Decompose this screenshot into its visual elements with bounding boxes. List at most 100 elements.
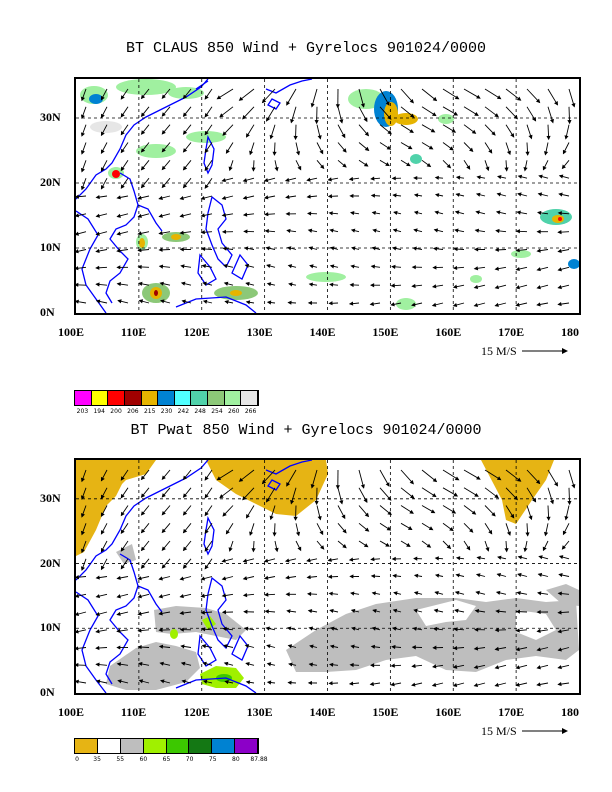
wind-vector-head: [202, 281, 207, 286]
x-tick-label: 120E: [183, 325, 210, 339]
wind-vector-head: [95, 195, 100, 200]
wind-vector-head: [265, 626, 270, 631]
wind-vector-head: [222, 626, 227, 631]
wind-vector-head: [263, 178, 269, 183]
wind-vector-head: [469, 147, 474, 152]
wind-vector-head: [335, 485, 340, 490]
wind-vector-head: [433, 228, 439, 233]
wind-vector-head: [557, 211, 562, 216]
wind-vector-head: [261, 479, 267, 485]
panel-1-map: [74, 77, 581, 315]
wind-vector-head: [363, 162, 369, 167]
wind-vector-head: [494, 302, 499, 307]
wind-vector-head: [80, 477, 85, 483]
wind-vector-head: [495, 609, 500, 614]
wind-vector-head: [76, 266, 79, 271]
colorbar-swatch: [166, 739, 190, 753]
wind-vector-head: [120, 184, 125, 189]
colorbar-label: 200: [110, 408, 122, 415]
wind-vector-head: [329, 228, 334, 233]
wind-vector-head: [100, 185, 105, 190]
wind-vector-head: [431, 682, 437, 687]
wind-vector-head: [222, 246, 227, 251]
wind-vector-head: [496, 573, 502, 578]
wind-vector-head: [452, 664, 458, 669]
wind-vector-head: [557, 682, 562, 687]
wind-vector-head: [76, 646, 79, 651]
wind-vector-head: [488, 529, 493, 535]
wind-vector-head: [525, 532, 530, 537]
colorbar-swatch: [212, 739, 236, 753]
wind-vector-head: [453, 492, 459, 497]
wind-vector-head: [272, 532, 277, 537]
wind-vector-head: [204, 547, 209, 552]
wind-vector-head: [140, 493, 146, 498]
wind-vector-head: [453, 246, 458, 252]
wind-vector-head: [202, 299, 208, 304]
wind-vector-head: [137, 213, 142, 218]
wind-vector-head: [363, 117, 368, 123]
wind-vector-head: [433, 608, 439, 613]
wind-vector-head: [95, 611, 100, 616]
wind-vector-head: [434, 210, 439, 215]
wind-vector-head: [451, 509, 457, 514]
wind-vector-head: [537, 192, 543, 197]
wind-vector-head: [158, 264, 164, 269]
wind-vector-head: [517, 555, 523, 560]
wind-vector-head: [455, 573, 460, 578]
wind-vector-head: [387, 115, 392, 120]
wind-vector-head: [297, 165, 302, 171]
wind-vector-head: [360, 103, 365, 108]
wind-vector-head: [76, 575, 80, 580]
wind-vector-head: [120, 547, 125, 552]
wind-vector-head: [476, 555, 481, 560]
wind-vector-head: [161, 130, 166, 135]
wind-vector-head: [159, 661, 164, 666]
wind-vector-head: [182, 493, 188, 498]
wind-vector-head: [285, 592, 290, 597]
colorbar-label: 254: [211, 408, 223, 415]
wind-vector-head: [413, 193, 419, 198]
wind-vector-head: [314, 120, 319, 125]
wind-vector-head: [538, 174, 543, 179]
wind-vector-head: [286, 482, 291, 487]
wind-vector-head: [549, 118, 554, 124]
wind-vector-head: [454, 228, 459, 233]
wind-vector-head: [242, 212, 248, 217]
wind-vector-head: [432, 664, 437, 669]
wind-vector-head: [370, 663, 375, 668]
wind-vector-head: [510, 513, 515, 519]
wind-vector-head: [473, 247, 479, 252]
wind-vector-head: [328, 681, 333, 686]
wind-vector-head: [182, 546, 188, 552]
wind-vector-head: [385, 542, 390, 547]
wind-vector-head: [221, 576, 227, 581]
wind-vector-head: [158, 627, 163, 633]
wind-vector-head: [80, 96, 85, 102]
wind-vector-head: [369, 283, 375, 288]
wind-vector-head: [386, 526, 392, 531]
panel-1-wind-scale-arrow: [522, 348, 568, 354]
wind-vector-head: [558, 192, 563, 197]
wind-vector-head: [95, 679, 101, 684]
wind-vector-head: [536, 248, 541, 253]
wind-vector-head: [474, 608, 480, 614]
wind-vector-head: [409, 113, 415, 118]
wind-vector-head: [341, 133, 346, 139]
wind-vector-head: [286, 228, 291, 234]
wind-vector-head: [182, 564, 188, 569]
wind-vector-head: [543, 531, 549, 537]
wind-vector-head: [475, 573, 481, 578]
wind-vector-head: [554, 101, 559, 106]
wind-vector-head: [223, 281, 229, 286]
wind-vector-head: [264, 212, 269, 217]
wind-vector-head: [453, 627, 458, 632]
x-tick-label: 180: [561, 705, 579, 719]
wind-vector-head: [80, 132, 85, 137]
wind-vector-head: [390, 302, 395, 307]
wind-vector-head: [372, 609, 377, 614]
wind-vector-head: [466, 165, 471, 170]
wind-vector-head: [228, 166, 233, 172]
wind-vector-head: [532, 497, 537, 503]
wind-vector-head: [392, 228, 398, 233]
